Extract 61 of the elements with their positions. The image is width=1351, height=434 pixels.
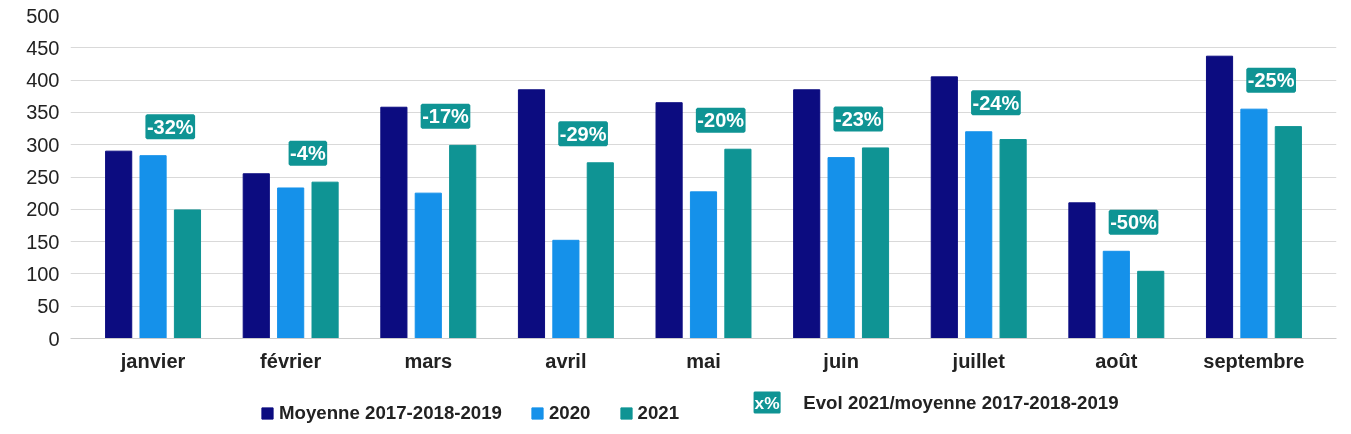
bar: [1102, 250, 1130, 339]
y-tick-label: 50: [37, 295, 60, 318]
x-tick-label: janvier: [119, 349, 186, 372]
bar: [689, 191, 718, 339]
legend-label: Moyenne 2017-2018-2019: [279, 402, 502, 424]
legend-label: 2020: [548, 402, 591, 424]
annotation: -17%: [422, 105, 470, 128]
y-tick-label: 150: [26, 230, 60, 253]
annotation: -50%: [1110, 211, 1158, 234]
bar: [861, 147, 890, 339]
y-tick-label: 450: [26, 36, 60, 59]
y-tick-label: 500: [26, 4, 60, 27]
y-tick-label: 400: [26, 69, 60, 92]
x-tick-label: juillet: [951, 349, 1006, 372]
bar: [586, 162, 614, 339]
annotation: -24%: [972, 91, 1020, 114]
bar: [552, 239, 580, 339]
bar: [414, 192, 442, 339]
x-tick-label: mai: [686, 349, 721, 372]
annotation: -32%: [146, 115, 194, 138]
bar: [724, 148, 752, 339]
annotation: -25%: [1247, 69, 1295, 92]
bar: [105, 150, 133, 339]
bar: [311, 181, 339, 339]
bar: [1240, 108, 1268, 339]
y-tick-label: 0: [48, 327, 60, 350]
bar: [277, 187, 305, 339]
annotation: -20%: [697, 109, 745, 132]
x-tick-label: avril: [545, 349, 587, 372]
y-tick-label: 200: [26, 198, 60, 221]
bar: [449, 144, 477, 339]
bar: [517, 89, 546, 339]
annotation: -4%: [290, 142, 326, 165]
bar: [1137, 270, 1165, 339]
annotation: -23%: [834, 107, 882, 130]
bar: [139, 155, 167, 339]
bar: [1068, 202, 1096, 339]
annotation: -29%: [559, 122, 607, 145]
legend-label: 2021: [637, 402, 680, 424]
x-tick-label: septembre: [1203, 349, 1305, 372]
x-tick-label: juin: [822, 349, 859, 372]
bar: [793, 89, 821, 339]
y-tick-label: 250: [26, 166, 60, 188]
y-tick-label: 100: [26, 262, 60, 285]
bar: [173, 209, 202, 339]
bar: [1205, 55, 1234, 339]
x-tick-label: août: [1095, 349, 1138, 372]
x-tick-label: mars: [404, 349, 453, 372]
bar: [655, 102, 683, 339]
bar: [930, 76, 958, 339]
text: Evol 2021/moyenne 2017-2018-2019: [803, 392, 1119, 413]
bar: [999, 139, 1027, 339]
y-tick-label: 300: [26, 133, 60, 156]
bar: [827, 157, 855, 339]
bar: [1274, 126, 1302, 339]
bar: [242, 173, 270, 339]
bar: [380, 106, 408, 339]
y-tick-label: 350: [26, 101, 60, 124]
bar: [965, 131, 993, 339]
x-tick-label: février: [260, 349, 322, 372]
text: x%: [754, 392, 780, 413]
